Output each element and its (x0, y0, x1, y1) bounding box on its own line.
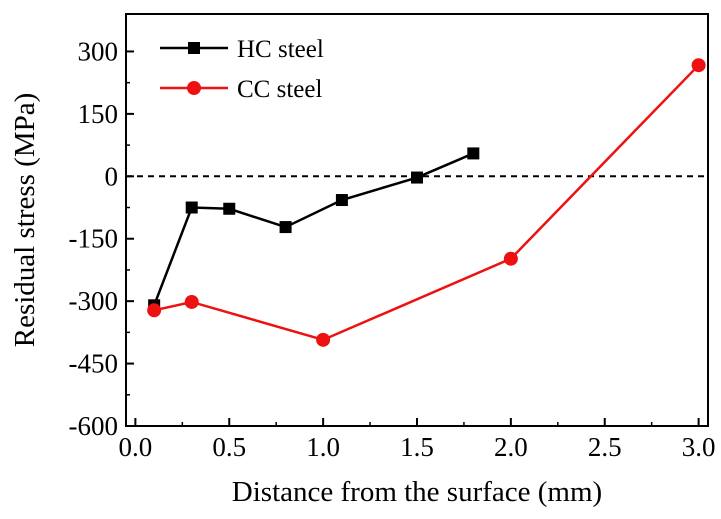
x-axis-ticks: 0.0 0.5 1.0 1.5 2.0 2.5 3.0 (119, 418, 716, 462)
hc-steel-point (279, 221, 292, 234)
cc-steel-legend-label: CC steel (237, 76, 322, 103)
cc-steel-point (503, 251, 518, 266)
plot-frame (125, 13, 709, 427)
series-layer (147, 58, 706, 347)
x-tick-label: 1.0 (306, 432, 340, 462)
x-tick-label: 0.5 (212, 432, 246, 462)
y-axis-ticks: -600 -450 -300 -150 0 150 300 (69, 36, 134, 441)
y-tick-label: -300 (69, 286, 119, 316)
y-tick-label: 0 (105, 161, 119, 191)
y-tick-label: 300 (78, 36, 119, 66)
y-tick-label: 150 (78, 99, 119, 129)
x-tick-label: 1.5 (400, 432, 434, 462)
cc-steel-series-line (153, 64, 700, 342)
x-tick-label: 0.0 (119, 432, 153, 462)
hc-steel-legend-point (188, 42, 200, 54)
x-axis-title: Distance from the surface (mm) (232, 476, 602, 508)
hc-steel-point (223, 202, 236, 215)
cc-steel-point (691, 58, 706, 73)
y-tick-label: -450 (69, 349, 119, 379)
cc-steel-point (147, 303, 162, 318)
x-tick-label: 3.0 (682, 432, 716, 462)
hc-steel-point (185, 201, 198, 214)
cc-steel-point (184, 294, 199, 309)
legend: HC steel CC steel (160, 36, 324, 103)
cc-steel-legend-point (187, 81, 201, 95)
hc-steel-point (335, 194, 348, 207)
hc-steel-point (411, 171, 423, 184)
cc-steel-point (316, 332, 331, 347)
y-tick-label: -600 (69, 411, 119, 441)
y-tick-label: -150 (69, 224, 119, 254)
hc-steel-point (467, 147, 480, 160)
y-axis-title: Residual stress (MPa) (9, 93, 41, 348)
hc-steel-legend-label: HC steel (237, 36, 324, 63)
x-tick-label: 2.0 (494, 432, 528, 462)
x-tick-label: 2.5 (588, 432, 622, 462)
